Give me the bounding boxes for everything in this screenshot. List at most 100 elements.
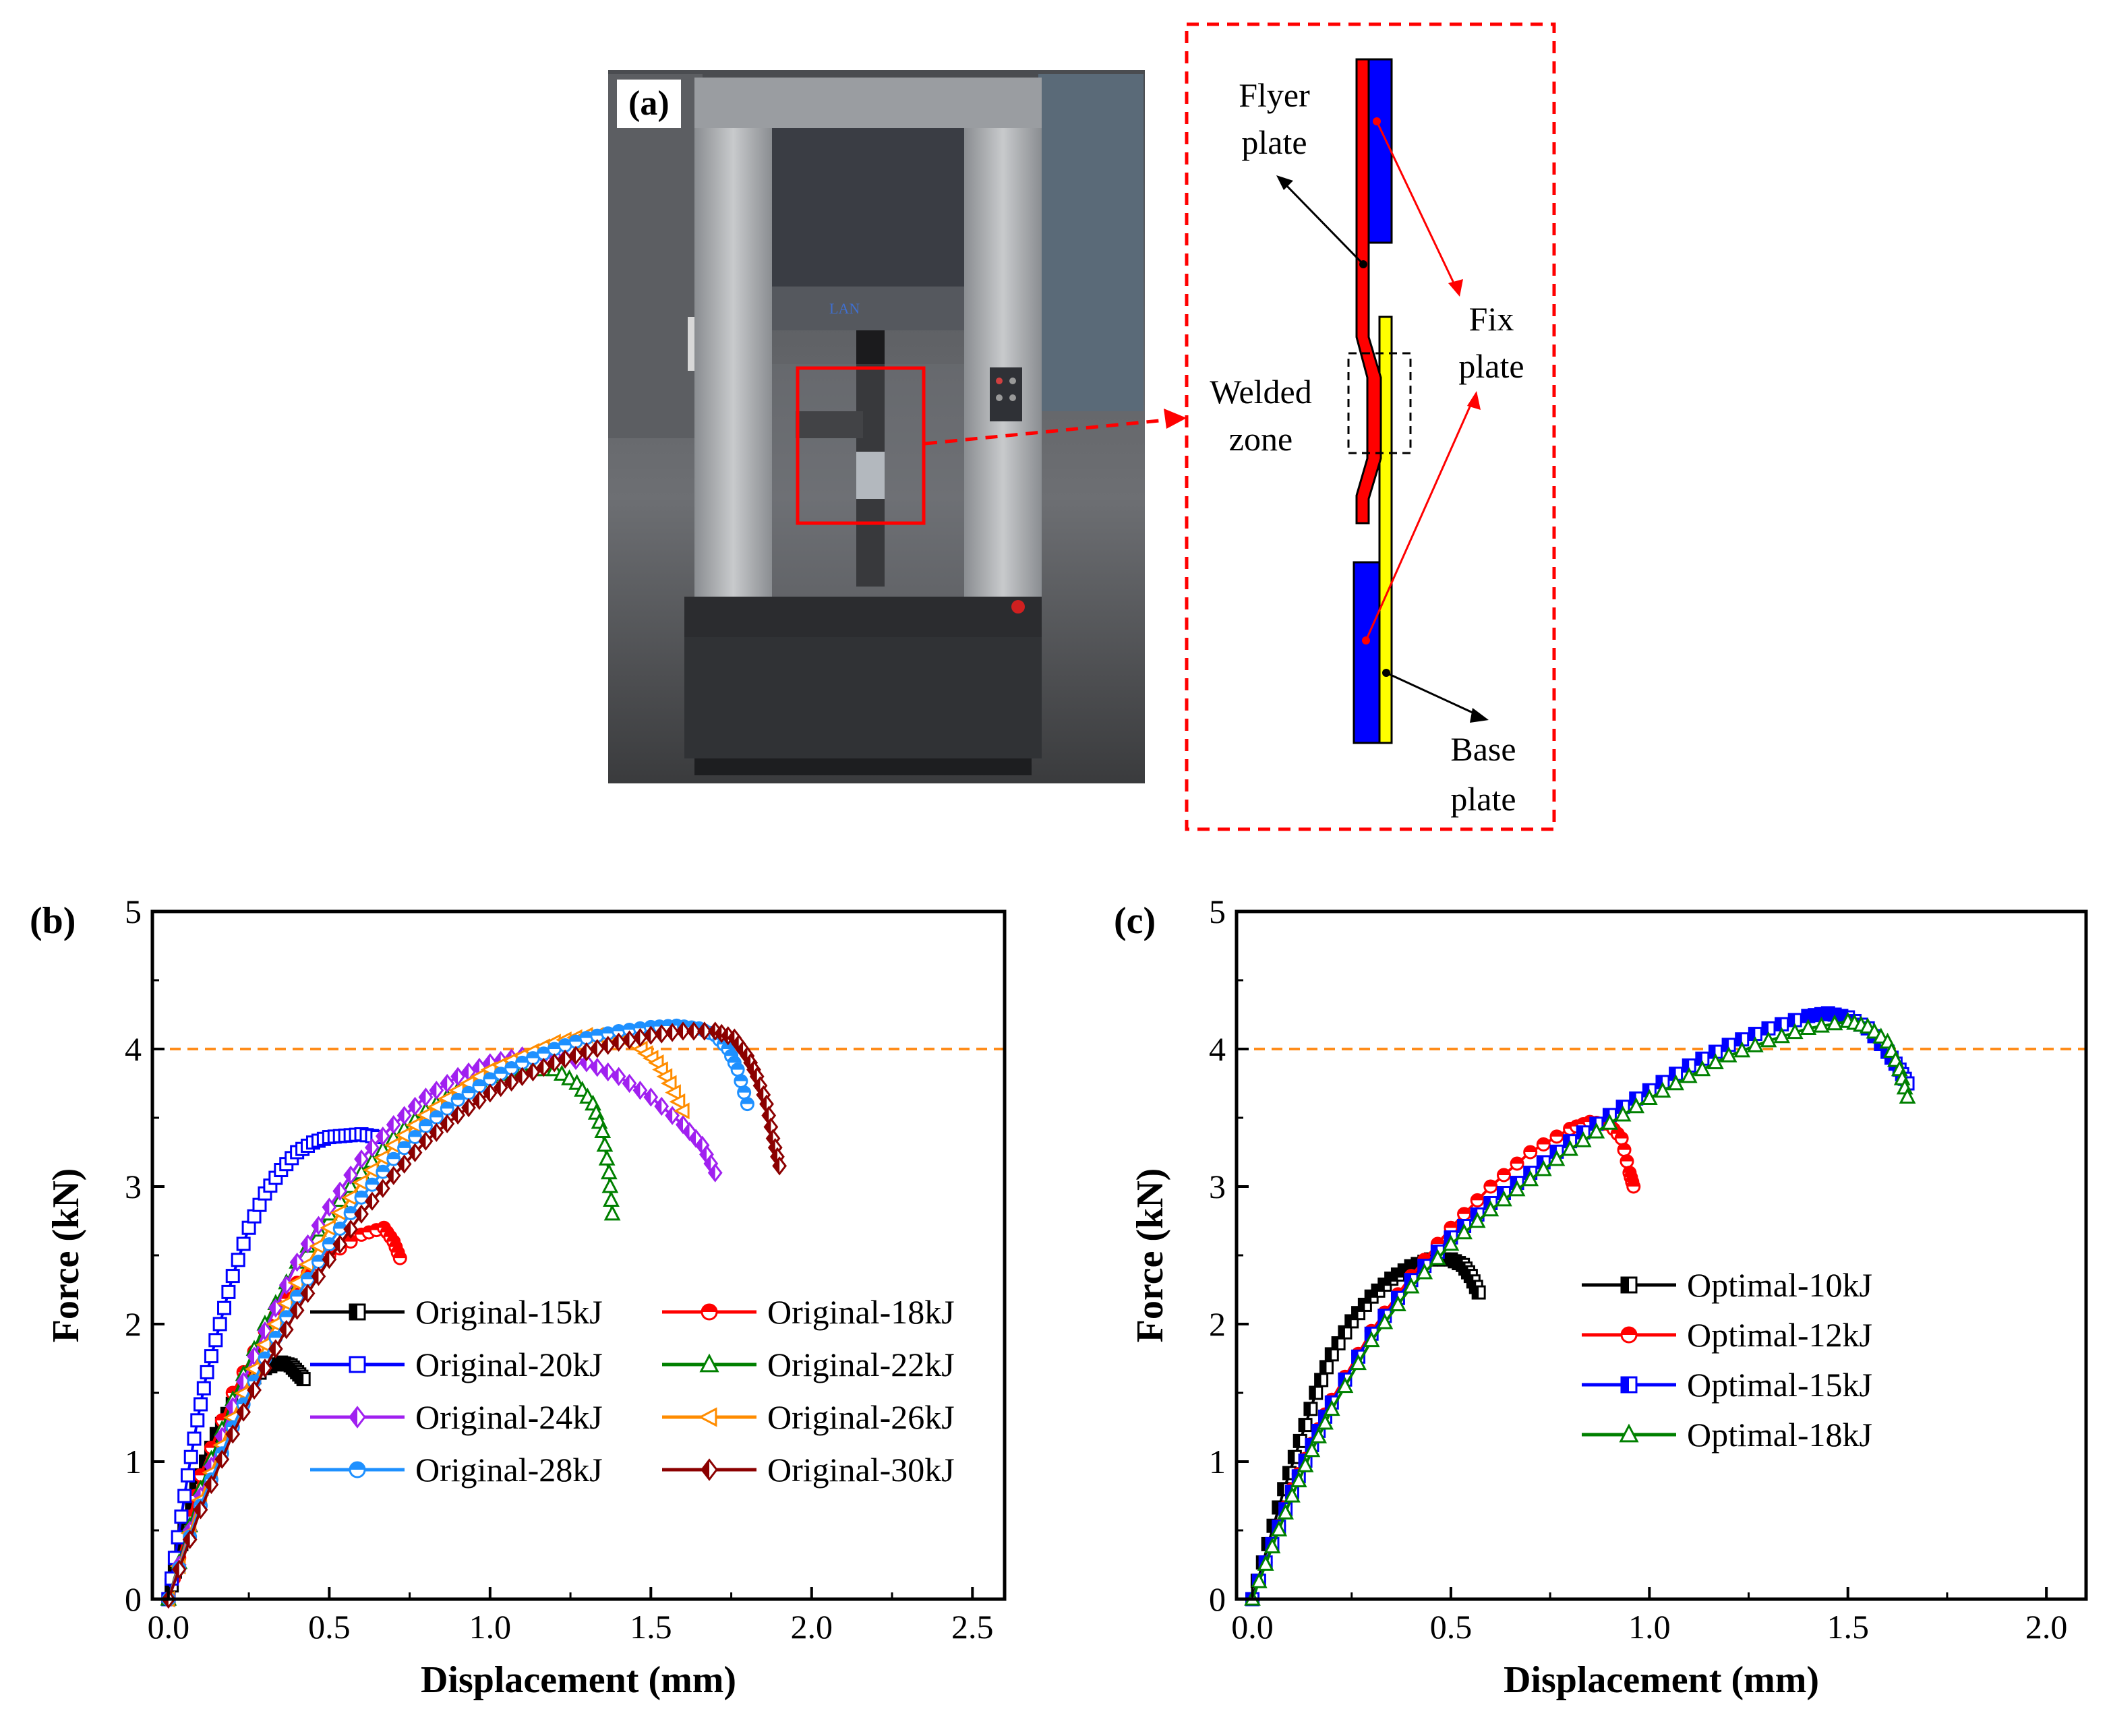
data-point — [596, 1135, 614, 1152]
data-point-half — [227, 1398, 233, 1415]
series-Optimal-18kJ — [1244, 1012, 1916, 1606]
data-point-half — [1709, 1046, 1716, 1058]
data-point-half — [280, 1311, 293, 1317]
data-point-half — [1458, 1207, 1471, 1214]
data-point — [255, 1336, 272, 1353]
y-axis-label: Force (kN) — [45, 1168, 87, 1343]
data-point-half — [721, 1027, 728, 1044]
data-point-half — [1319, 1410, 1326, 1423]
data-point-half — [734, 1075, 747, 1081]
data-point — [1310, 1427, 1328, 1443]
data-point-half — [1564, 1135, 1570, 1147]
data-point-half — [1627, 1180, 1640, 1187]
data-point-half — [683, 1123, 690, 1140]
data-point-half — [1444, 1222, 1457, 1228]
x-tick-label: 1.5 — [630, 1608, 672, 1646]
data-point — [1250, 1572, 1268, 1588]
data-point-half — [763, 1107, 769, 1124]
data-point-half — [677, 1116, 684, 1133]
data-point-half — [248, 1348, 255, 1365]
data-point-half — [700, 1146, 707, 1163]
data-point-half — [473, 1092, 479, 1108]
data-point-half — [725, 1050, 738, 1056]
data-point-half — [773, 1158, 780, 1174]
data-point-half — [687, 1023, 694, 1040]
data-point-half — [570, 1036, 583, 1042]
data-point-half — [737, 1042, 744, 1058]
data-point-half — [1338, 1326, 1345, 1339]
data-point-half — [1511, 1158, 1524, 1164]
data-point-half — [754, 1077, 761, 1094]
data-point — [1376, 1313, 1394, 1329]
data-point-half — [1293, 1470, 1299, 1483]
data-point-half — [1315, 1373, 1321, 1386]
data-point-half — [441, 1102, 454, 1109]
data-point-half — [312, 1268, 319, 1284]
data-point-half — [516, 1056, 529, 1063]
data-point-half — [1829, 1009, 1835, 1021]
data-point-half — [741, 1098, 754, 1104]
series-line — [1251, 1020, 1909, 1600]
data-point-half — [190, 1483, 197, 1495]
data-point-half — [612, 1034, 619, 1050]
data-point-half — [1352, 1307, 1359, 1319]
data-point-half — [1762, 1022, 1769, 1035]
data-point — [1826, 1014, 1843, 1031]
data-point-half — [269, 1358, 276, 1371]
callout-arrow — [924, 409, 1187, 446]
data-point-half — [1320, 1360, 1327, 1373]
data-point — [1707, 1053, 1724, 1069]
data-point — [225, 1269, 240, 1284]
data-point-half — [291, 1254, 297, 1270]
chart-optimal: 0.0 0.5 1.0 1.5 2.0 0 1 2 3 4 5 Displacement (mm) Fo… — [1114, 893, 2088, 1701]
data-point-half — [732, 1063, 744, 1070]
data-point-half — [738, 1086, 750, 1093]
data-point-half — [1326, 1348, 1332, 1360]
data-point-half — [591, 1040, 597, 1057]
data-point-half — [355, 1191, 368, 1198]
data-point-half — [227, 1426, 233, 1442]
data-point-half — [1775, 1018, 1782, 1031]
data-point-half — [376, 1180, 383, 1197]
series-Optimal-10kJ — [1245, 1252, 1486, 1607]
data-point — [603, 1191, 620, 1207]
data-point — [217, 1300, 232, 1315]
data-point-half — [1835, 1010, 1841, 1023]
data-point-half — [269, 1341, 276, 1357]
y-tick-label: 2 — [1209, 1305, 1226, 1343]
legend-label: Original-15kJ — [415, 1293, 603, 1331]
data-point-half — [258, 1323, 265, 1339]
data-point — [600, 1163, 618, 1180]
data-point-half — [601, 1037, 608, 1054]
data-point-half — [655, 1098, 662, 1114]
data-point — [1720, 1046, 1737, 1062]
data-point-half — [345, 1221, 351, 1237]
series-Optimal-15kJ — [1245, 1006, 1915, 1607]
data-point-half — [1365, 1290, 1372, 1303]
data-point — [1317, 1413, 1334, 1430]
data-point — [180, 1468, 195, 1483]
data-point — [194, 1397, 208, 1412]
data-point-half — [767, 1130, 773, 1147]
data-point-half — [1359, 1298, 1365, 1311]
data-point — [673, 1102, 690, 1120]
legend-label: Original-24kJ — [415, 1398, 603, 1436]
legend-marker-half — [350, 1407, 357, 1427]
data-point-half — [709, 1164, 715, 1181]
data-point-half — [1392, 1292, 1398, 1305]
data-point — [187, 1431, 202, 1446]
x-axis-label: Displacement (mm) — [1504, 1659, 1819, 1701]
data-point-half — [1338, 1373, 1345, 1386]
data-point — [1562, 1139, 1578, 1156]
data-point-half — [655, 1025, 662, 1042]
data-point-half — [1497, 1169, 1510, 1175]
data-point-half — [248, 1375, 261, 1381]
x-tick-label: 0.0 — [148, 1608, 190, 1646]
data-point-half — [452, 1094, 465, 1100]
data-point-half — [705, 1156, 711, 1172]
data-point-half — [1392, 1268, 1398, 1281]
schematic-frame — [1185, 22, 1556, 831]
series-Original-20kJ — [161, 1127, 385, 1607]
data-point-half — [1294, 1435, 1301, 1447]
data-point-half — [757, 1087, 764, 1103]
